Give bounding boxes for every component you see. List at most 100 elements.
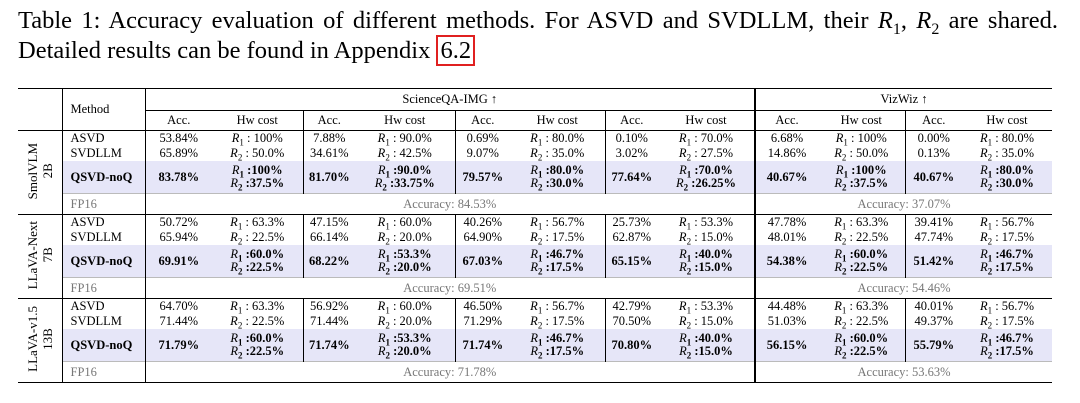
hw-cost: R2 : 22.5%: [230, 230, 285, 247]
accuracy-cell: 0.69%: [466, 131, 499, 145]
method-name: FP16: [62, 361, 146, 383]
hw-cost-cell: R1 :80.0% R2 :30.0%: [962, 161, 1053, 194]
hw-cost: R1 : 80.0%: [979, 131, 1035, 148]
hw-cost: R2 : 17.5%: [530, 230, 585, 247]
hw-cost: R2 : 17.5%: [979, 314, 1035, 331]
accuracy-cell: 81.70%: [303, 161, 355, 194]
hw-cost: R2 :33.75%: [374, 176, 435, 193]
hw-cost-cell: R2 : 22.5%: [818, 314, 906, 330]
hw-cost-cell: R2 : 17.5%: [510, 314, 606, 330]
hw-cost-cell: R2 : 50.0%: [818, 146, 906, 162]
accuracy-cell: 44.48%: [767, 299, 807, 313]
hw-cost: R2 :17.5%: [530, 344, 585, 361]
model-name-line: SmolVLM: [24, 142, 40, 200]
accuracy-cell: 14.86%: [767, 146, 807, 160]
table-row: FP16 Accuracy: 84.53% Accuracy: 37.07%: [18, 193, 1053, 215]
caption-text: Table 1: Accuracy evaluation of differen…: [18, 7, 869, 34]
hw-cost: R1 :53.3%: [377, 247, 432, 264]
accuracy-cell: 42.79%: [612, 299, 652, 313]
hw-cost: R1 :46.7%: [530, 331, 585, 348]
method-name: ASVD: [62, 214, 146, 230]
hw-cost-cell: R1 : 56.7%: [962, 215, 1052, 232]
accuracy-cell: 77.64%: [605, 161, 658, 194]
hw-cost-cell: R2 : 17.5%: [962, 230, 1052, 247]
hw-cost-cell: R1 :46.7% R2 :17.5%: [510, 329, 606, 362]
table-row: QSVD-noQ 69.91% R1 :60.0% R2 :22.5% 68.22% R1…: [18, 245, 1053, 278]
hw-cost-cell: R1 : 100%: [212, 130, 304, 147]
hw-cost-cell: R1 :100% R2 :37.5%: [212, 161, 304, 194]
hw-cost: R2 :30.0%: [530, 176, 585, 193]
results-table: Method ScienceQA-IMG ↑ VizWiz ↑ Acc. Hw cost…: [18, 88, 1053, 383]
accuracy-cell: 48.01%: [767, 230, 807, 244]
hw-cost: R1 : 56.7%: [530, 215, 585, 232]
hw-cost: R1 :40.0%: [679, 247, 733, 264]
accuracy-cell: 25.73%: [612, 215, 652, 229]
accuracy-cell: 47.74%: [914, 230, 954, 244]
reference-accuracy: Accuracy: 69.51%: [145, 277, 757, 299]
hw-cost: R1 :70.0%: [679, 163, 733, 180]
hw-cost-cell: R1 : 63.3%: [212, 298, 304, 315]
accuracy-cell: 53.84%: [159, 131, 199, 145]
accuracy-cell: 71.29%: [463, 314, 503, 328]
model-name-line: LLaVA-v1.5: [24, 306, 40, 372]
header-row: Method ScienceQA-IMG ↑ VizWiz ↑: [18, 88, 1052, 131]
accuracy-cell: 47.15%: [309, 215, 349, 229]
hw-cost-cell: R2 : 27.5%: [658, 146, 757, 162]
hw-cost-cell: R1 : 53.3%: [658, 214, 757, 231]
hw-cost-cell: R1 : 56.7%: [510, 298, 606, 315]
hw-cost-cell: R1 :46.7% R2 :17.5%: [962, 245, 1053, 278]
hw-cost: R1 :60.0%: [230, 247, 285, 264]
method-name: ASVD: [62, 130, 146, 146]
column-header: Hw cost: [818, 110, 906, 131]
hw-cost-cell: R1 : 63.3%: [818, 214, 906, 231]
hw-cost-cell: R1 :40.0% R2 :15.0%: [658, 329, 757, 362]
hw-cost-cell: R1 :46.7% R2 :17.5%: [962, 329, 1053, 362]
accuracy-cell: 51.03%: [767, 314, 807, 328]
model-name-line: LLaVA-Next: [24, 220, 40, 290]
appendix-link[interactable]: 6.2: [436, 35, 476, 66]
hw-cost-cell: R1 :53.3% R2 :20.0%: [355, 245, 456, 278]
hw-cost: R2 : 15.0%: [678, 230, 734, 247]
hw-cost: R2 :15.0%: [679, 344, 733, 361]
accuracy-cell: 56.92%: [309, 299, 349, 313]
accuracy-cell: 66.14%: [309, 230, 349, 244]
table-row: FP16 Accuracy: 71.78% Accuracy: 53.63%: [18, 361, 1053, 383]
hw-cost: R2 :26.25%: [675, 176, 737, 193]
caption: Table 1: Accuracy evaluation of differen…: [18, 6, 1058, 66]
hw-cost-cell: R1 :90.0% R2 :33.75%: [355, 161, 456, 194]
accuracy-cell: 71.79%: [145, 329, 212, 362]
hw-cost-cell: R1 : 56.7%: [510, 214, 606, 232]
hw-cost: R1 : 80.0%: [530, 131, 585, 148]
hw-cost: R2 : 20.0%: [377, 314, 432, 331]
method-name: SVDLLM: [62, 230, 146, 245]
hw-cost-cell: R1 :46.7% R2 :17.5%: [510, 245, 606, 278]
hw-cost: R1 :60.0%: [834, 247, 889, 264]
hw-cost-cell: R1 :53.3% R2 :20.0%: [355, 329, 456, 362]
model-name-cell: SmolVLM 2B: [18, 130, 63, 215]
group-header: ScienceQA-IMG ↑: [145, 88, 757, 111]
reference-accuracy: Accuracy: 71.78%: [145, 361, 757, 383]
hw-cost: R1 : 60.0%: [377, 215, 432, 232]
accuracy-cell: 39.41%: [914, 215, 954, 229]
model-name: LLaVA-Next 7B: [25, 221, 55, 289]
method-name: FP16: [62, 277, 146, 299]
hw-cost: R2 :37.5%: [834, 176, 889, 193]
model-name-cell: LLaVA-v1.5 13B: [18, 298, 63, 383]
method-name: SVDLLM: [62, 314, 146, 329]
symbol-subscript: 2: [931, 20, 940, 38]
hw-cost: R1 :40.0%: [679, 331, 733, 348]
hw-cost: R1 :90.0%: [377, 163, 432, 180]
hw-cost-cell: R2 : 15.0%: [658, 230, 757, 247]
symbol-base: R: [877, 7, 893, 34]
hw-cost: R1 : 60.0%: [377, 299, 432, 316]
hw-cost-cell: R2 : 17.5%: [510, 230, 606, 247]
hw-cost: R2 : 35.0%: [979, 146, 1035, 163]
accuracy-cell: 67.03%: [455, 245, 510, 278]
hw-cost: R2 : 20.0%: [377, 230, 432, 247]
table-row: LLaVA-Next 7B ASVD 50.72% R1 : 63.3% 47.15% R1…: [18, 214, 1052, 299]
hw-cost-cell: R1 :60.0% R2 :22.5%: [212, 245, 304, 278]
separator: ,: [900, 7, 907, 34]
hw-cost-cell: R1 :70.0% R2 :26.25%: [658, 161, 757, 194]
method-name: QSVD-noQ: [62, 161, 146, 194]
